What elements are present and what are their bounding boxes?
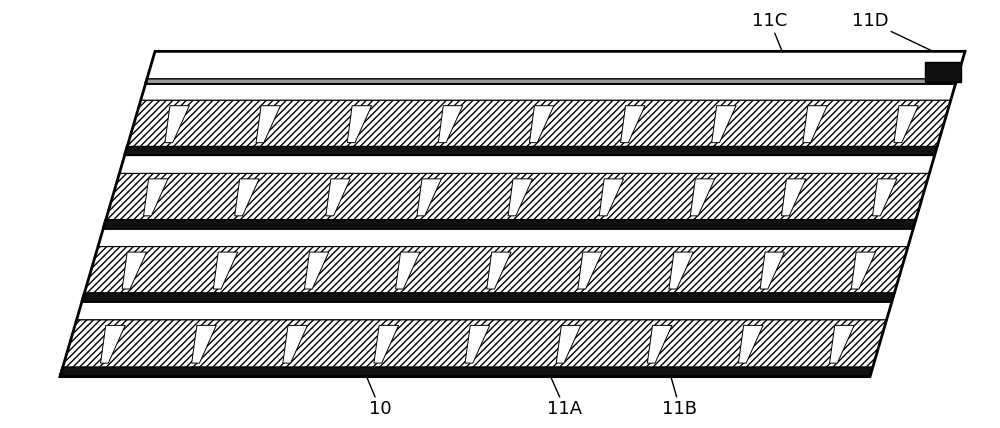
Polygon shape [326,179,350,216]
Polygon shape [60,367,873,377]
Polygon shape [556,325,581,363]
Polygon shape [304,252,329,289]
Text: 11C: 11C [752,12,794,81]
Polygon shape [144,179,168,216]
Polygon shape [529,106,554,143]
Polygon shape [438,106,463,143]
Polygon shape [830,325,854,363]
Polygon shape [283,325,307,363]
Polygon shape [803,106,827,143]
Polygon shape [465,325,490,363]
Polygon shape [760,252,784,289]
Polygon shape [396,252,420,289]
Polygon shape [147,51,965,79]
Polygon shape [106,173,929,220]
Polygon shape [82,293,895,302]
Polygon shape [873,179,897,216]
Polygon shape [417,179,441,216]
Polygon shape [894,106,918,143]
Polygon shape [77,302,892,320]
Polygon shape [621,106,645,143]
Polygon shape [781,179,806,216]
Polygon shape [103,220,916,229]
Polygon shape [738,325,763,363]
Polygon shape [690,179,715,216]
Polygon shape [119,155,935,173]
Polygon shape [85,247,908,293]
Polygon shape [256,106,280,143]
Polygon shape [712,106,736,143]
Polygon shape [578,252,602,289]
Polygon shape [925,62,961,81]
Polygon shape [347,106,372,143]
Polygon shape [669,252,693,289]
Polygon shape [508,179,532,216]
Text: 11B: 11B [662,371,698,418]
Text: 10: 10 [353,344,391,418]
Polygon shape [141,84,956,100]
Polygon shape [122,252,147,289]
Polygon shape [213,252,238,289]
Polygon shape [127,100,951,146]
Polygon shape [125,146,937,155]
Polygon shape [98,229,913,247]
Text: 11D: 11D [852,12,948,59]
Polygon shape [374,325,399,363]
Polygon shape [851,252,876,289]
Polygon shape [165,106,189,143]
Text: 11A: 11A [533,338,583,418]
Polygon shape [101,325,125,363]
Polygon shape [599,179,624,216]
Polygon shape [647,325,672,363]
Polygon shape [146,79,957,84]
Polygon shape [63,320,887,367]
Polygon shape [192,325,216,363]
Polygon shape [487,252,511,289]
Polygon shape [235,179,259,216]
